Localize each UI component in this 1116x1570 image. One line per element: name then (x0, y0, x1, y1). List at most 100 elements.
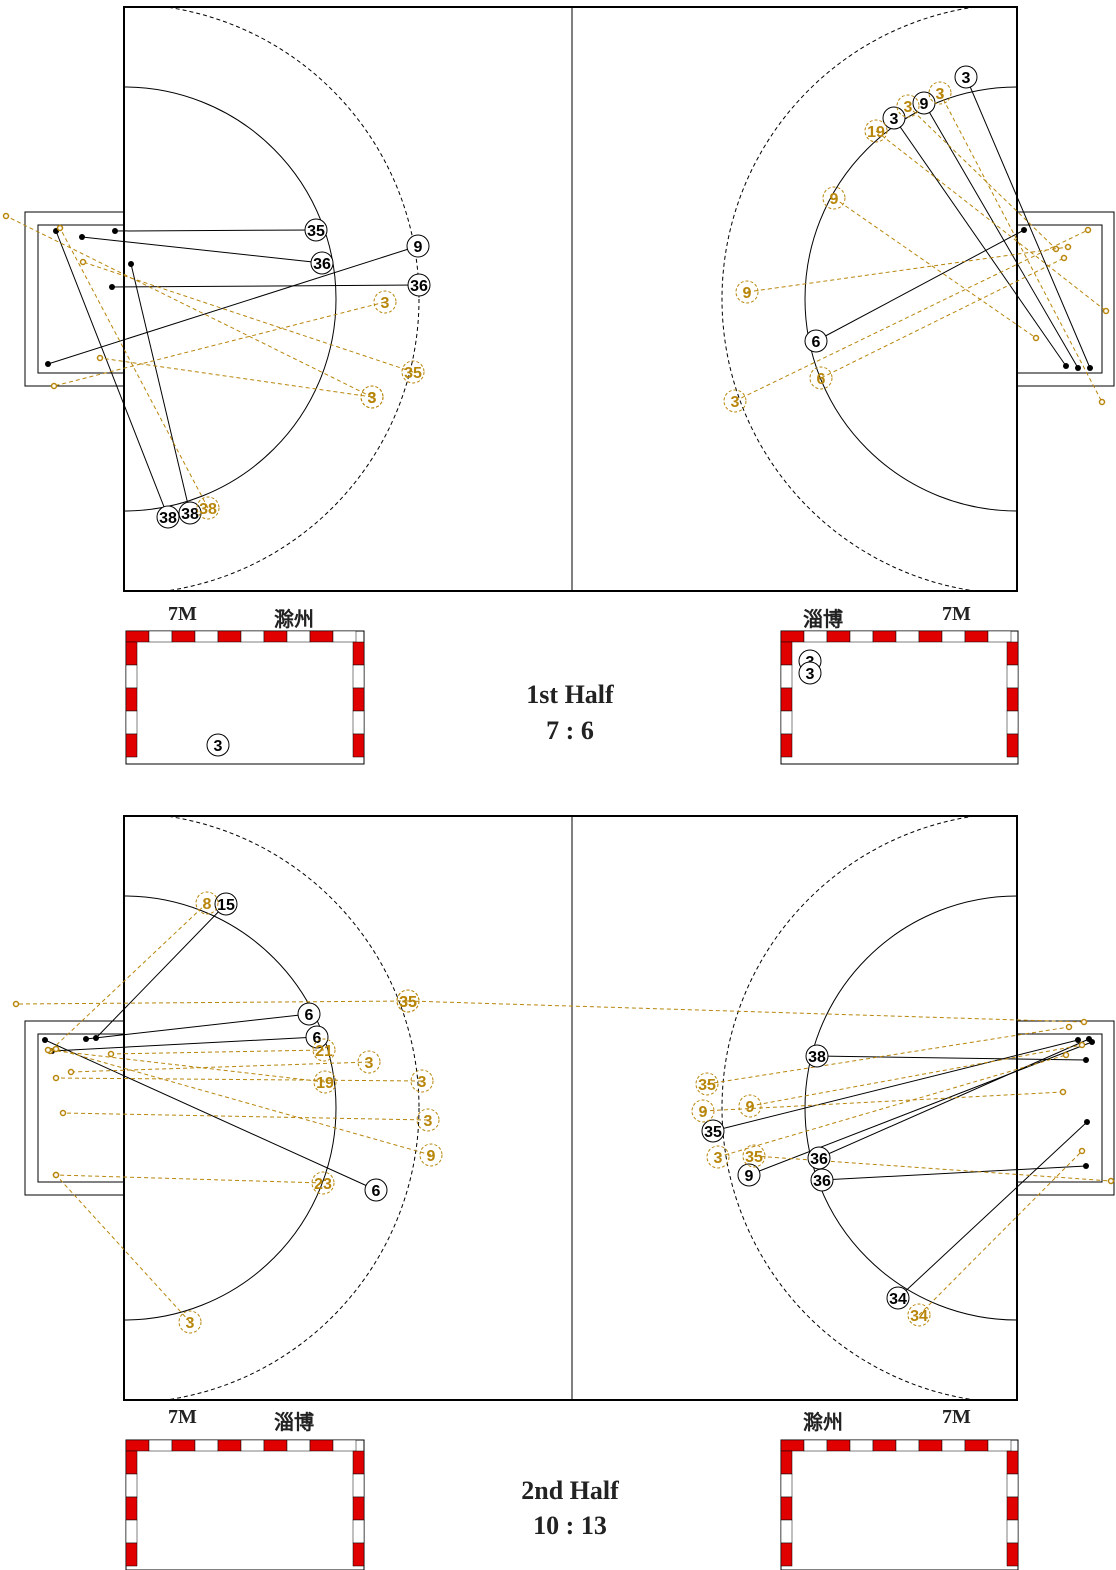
shot-marker: 3 (416, 1108, 440, 1132)
shot-marker: 9 (691, 1099, 715, 1123)
left-goal-outer (24, 211, 125, 387)
missed-shot-line (62, 1112, 429, 1121)
shot-marker-ring (311, 1171, 335, 1195)
shot-marker-ring (701, 1119, 725, 1143)
shot-marker: 36 (810, 1168, 834, 1192)
post-box-frame (125, 630, 365, 765)
right-post-segment (352, 710, 365, 735)
missed-shot-line (907, 105, 1057, 250)
shot-marker: 36 (407, 273, 431, 297)
missed-shot-line (407, 1000, 1085, 1023)
goal-shot-line (893, 117, 1067, 367)
shot-marker: 6 (809, 366, 833, 390)
crossbar-segment (964, 1439, 989, 1452)
court-outline (123, 815, 1018, 1401)
shot-end-ring (1102, 307, 1110, 315)
left-post-segment (125, 664, 138, 689)
shot-number: 6 (812, 334, 821, 351)
right-post-segment (1006, 1450, 1019, 1475)
shot-end-ring (1098, 398, 1106, 406)
right-7m-label-2: 7M (942, 1406, 971, 1428)
shot-marker-ring (310, 251, 334, 275)
shot-marker: 9 (419, 1143, 443, 1167)
shot-marker: 3 (882, 106, 906, 130)
crossbar-segment (309, 1439, 334, 1452)
left-post-segment (125, 733, 138, 758)
shot-end-dot (1083, 1057, 1089, 1063)
shot-number: 3 (368, 390, 377, 407)
shot-number: 3 (904, 99, 913, 116)
shot-marker-ring (798, 661, 822, 685)
shot-number: 6 (305, 1007, 314, 1024)
right-post-segment (1006, 1473, 1019, 1498)
shot-end-ring (1078, 1041, 1086, 1049)
shot-end-ring (1080, 1018, 1088, 1026)
shot-number: 6 (817, 371, 826, 388)
shot-end-ring (59, 1109, 67, 1117)
missed-shot-line (82, 261, 414, 373)
goal-shot-line (95, 903, 227, 1039)
missed-shot-line (918, 1150, 1083, 1316)
shot-end-ring (56, 224, 64, 232)
crossbar-segment (895, 1439, 920, 1452)
crossbar-segment (332, 1439, 357, 1452)
shot-number: 3 (214, 738, 223, 755)
right-9m-line (721, 816, 980, 1400)
crossbar-segment (263, 1439, 288, 1452)
shot-end-dot (1087, 365, 1093, 371)
shot-end-ring (1064, 243, 1072, 251)
shot-number: 3 (381, 295, 390, 312)
shot-number: 9 (830, 191, 839, 208)
crossbar-segment (125, 630, 150, 643)
shot-number: 9 (743, 285, 752, 302)
shot-number: 3 (368, 390, 377, 407)
shot-marker-ring (954, 65, 978, 89)
goal-shot-line (85, 1013, 310, 1040)
crossbar-segment (826, 1439, 851, 1452)
crossbar-segment (872, 630, 897, 643)
shot-marker-ring (805, 1044, 829, 1068)
left-post-segment (780, 641, 793, 666)
missed-shot-line (55, 1174, 191, 1323)
shot-end-ring (96, 354, 104, 362)
shot-marker: 3 (954, 65, 978, 89)
shot-end-ring (2, 212, 10, 220)
missed-shot-line (70, 1061, 370, 1073)
shot-marker-ring (156, 505, 180, 529)
right-team-label-1: 淄博 (803, 609, 843, 631)
shot-number: 35 (745, 1149, 763, 1166)
shot-marker-ring (406, 234, 430, 258)
shot-number: 35 (399, 994, 417, 1011)
crossbar-segment (780, 630, 805, 643)
shot-marker-ring (178, 501, 202, 525)
left-post-segment (125, 641, 138, 666)
shot-marker: 35 (396, 989, 420, 1013)
shot-number: 3 (186, 1315, 195, 1332)
right-post-segment (1006, 641, 1019, 666)
right-6m-line (804, 86, 1017, 512)
shot-marker-ring (864, 119, 888, 143)
missed-shot-line (702, 1091, 1064, 1112)
shot-end-ring (79, 258, 87, 266)
left-9m-line (161, 7, 420, 591)
shot-marker-ring (297, 1002, 321, 1026)
shot-end-dot (42, 1037, 48, 1043)
shot-marker-ring (396, 989, 420, 1013)
shot-marker-ring (695, 1072, 719, 1096)
shot-number: 36 (810, 1151, 828, 1168)
court-outline (123, 6, 1018, 592)
shot-marker: 3 (206, 733, 230, 757)
crossbar-segment (803, 630, 828, 643)
left-team-label-1: 滁州 (274, 609, 314, 631)
shot-end-ring (67, 1068, 75, 1076)
shot-number: 38 (199, 501, 217, 518)
shot-marker: 3 (723, 389, 747, 413)
right-post-segment (1006, 1542, 1019, 1567)
right-post-segment (352, 1542, 365, 1567)
shot-marker-ring (896, 94, 920, 118)
shot-end-ring (1060, 254, 1068, 262)
right-team-label-2: 滁州 (803, 1412, 843, 1434)
right-goal-outer (1016, 211, 1115, 387)
goal-shot-line (55, 230, 169, 518)
shot-number: 23 (314, 1176, 332, 1193)
